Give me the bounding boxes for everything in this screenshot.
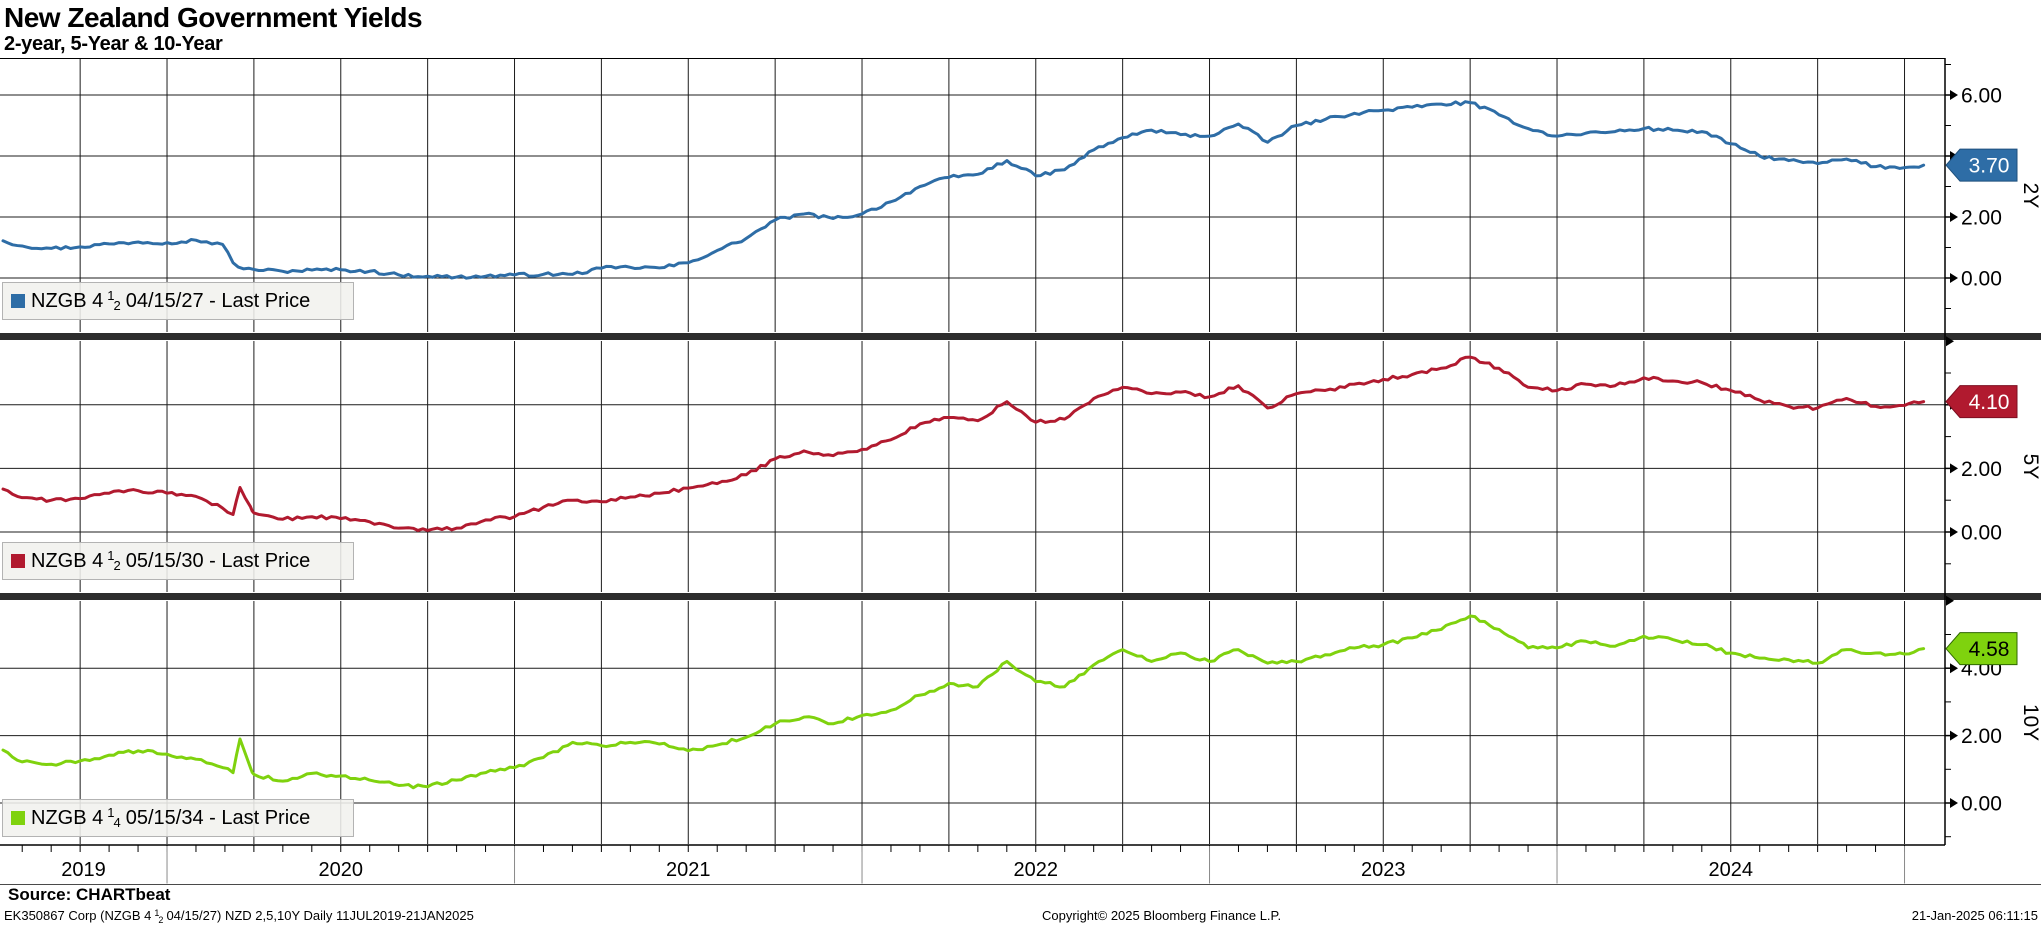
series-layer xyxy=(1,100,1926,790)
copyright-notice: Copyright© 2025 Bloomberg Finance L.P. xyxy=(1042,908,1282,923)
y-tick-arrow-icon xyxy=(1950,663,1958,674)
flag-shape xyxy=(1945,148,2018,182)
legend-label: 04/15/27 - Last Price xyxy=(125,289,311,312)
legend-swatch-10y-icon xyxy=(11,811,25,825)
y-axis-name-5y: 5Y xyxy=(2019,454,2041,480)
yield-line-5y xyxy=(1,355,1926,532)
y-tick-arrow-icon xyxy=(1950,90,1958,100)
yield-line-10y xyxy=(1,614,1926,790)
x-year-label: 2021 xyxy=(666,859,711,881)
last-price-value: 3.70 xyxy=(1969,155,2010,178)
fraction-denominator: 4 xyxy=(113,814,121,830)
y-tick-label: 6.00 xyxy=(1961,85,2002,108)
last-price-flag-2y: 3.70 xyxy=(1945,148,2018,182)
y-tick-label: 2.00 xyxy=(1961,725,2002,748)
page-title: New Zealand Government Yields xyxy=(4,2,423,33)
x-year-label: 2023 xyxy=(1361,859,1406,881)
y-tick-arrow-icon xyxy=(1950,212,1958,222)
legend-5y: NZGB 4 1 2 05/15/30 - Last Price xyxy=(2,542,354,580)
fraction-denominator: 2 xyxy=(113,557,121,573)
x-year-label: 2022 xyxy=(1014,859,1059,881)
legend-label: 05/15/34 - Last Price xyxy=(125,806,311,829)
security-description: EK350867 Corp (NZGB 4 12 04/15/27) NZD 2,5… xyxy=(4,908,474,925)
y-tick-arrow-icon xyxy=(1946,336,1954,347)
page-subtitle: 2-year, 5-Year & 10-Year xyxy=(4,33,223,55)
last-price-value: 4.58 xyxy=(1969,638,2010,661)
x-year-label: 2024 xyxy=(1709,859,1754,881)
fraction-denominator: 2 xyxy=(113,297,121,313)
yield-line-2y xyxy=(1,100,1926,280)
fraction-denominator: 2 xyxy=(158,915,164,925)
source-credit: Source: CHARTbeat xyxy=(8,885,171,904)
y-tick-arrow-icon xyxy=(1950,527,1958,537)
y-tick-arrow-icon xyxy=(1950,273,1958,283)
legend-label: NZGB 4 xyxy=(31,549,104,572)
flag-shape xyxy=(1945,385,2018,419)
legend-label: NZGB 4 xyxy=(31,806,104,829)
y-axis-name-2y: 2Y xyxy=(2019,183,2041,209)
flag-shape xyxy=(1945,632,2018,666)
fraction-numerator: 1 xyxy=(107,287,115,303)
axes-layer: 6.004.002.000.002Y3.704.002.000.005Y4.10… xyxy=(0,58,2041,885)
legend-2y: NZGB 4 1 2 04/15/27 - Last Price xyxy=(2,282,354,320)
fraction-numerator: 1 xyxy=(107,804,115,820)
y-axis-name-10y: 10Y xyxy=(2019,704,2041,741)
y-tick-label: 2.00 xyxy=(1961,458,2002,481)
y-tick-arrow-icon xyxy=(1946,595,1954,606)
last-price-flag-10y: 4.58 xyxy=(1945,632,2018,666)
y-tick-arrow-icon xyxy=(1950,730,1958,741)
security-description-text: EK350867 Corp (NZGB 4 xyxy=(4,908,152,923)
last-price-value: 4.10 xyxy=(1969,391,2010,414)
security-description-text: 04/15/27) NZD 2,5,10Y Daily 11JUL2019-21… xyxy=(166,908,474,923)
last-price-flag-5y: 4.10 xyxy=(1945,385,2018,419)
legend-swatch-2y-icon xyxy=(11,294,25,308)
legend-10y: NZGB 4 1 4 05/15/34 - Last Price xyxy=(2,799,354,837)
legend-swatch-5y-icon xyxy=(11,554,25,568)
legend-label: 05/15/30 - Last Price xyxy=(125,549,311,572)
legend-label: NZGB 4 xyxy=(31,289,104,312)
y-tick-label: 0.00 xyxy=(1961,522,2002,545)
gridlines-layer xyxy=(0,59,1945,844)
timestamp: 21-Jan-2025 06:11:15 xyxy=(1911,908,2038,923)
y-tick-label: 0.00 xyxy=(1961,793,2002,816)
panel-separator-bar xyxy=(0,593,2041,600)
x-year-label: 2019 xyxy=(61,859,106,881)
fraction-numerator: 1 xyxy=(154,908,160,918)
y-tick-arrow-icon xyxy=(1950,463,1958,474)
fraction-numerator: 1 xyxy=(107,547,115,563)
panel-separator-bar xyxy=(0,333,2041,340)
x-year-label: 2020 xyxy=(319,859,364,881)
y-tick-label: 0.00 xyxy=(1961,268,2002,291)
y-tick-arrow-icon xyxy=(1950,798,1958,808)
y-tick-label: 2.00 xyxy=(1961,207,2002,230)
